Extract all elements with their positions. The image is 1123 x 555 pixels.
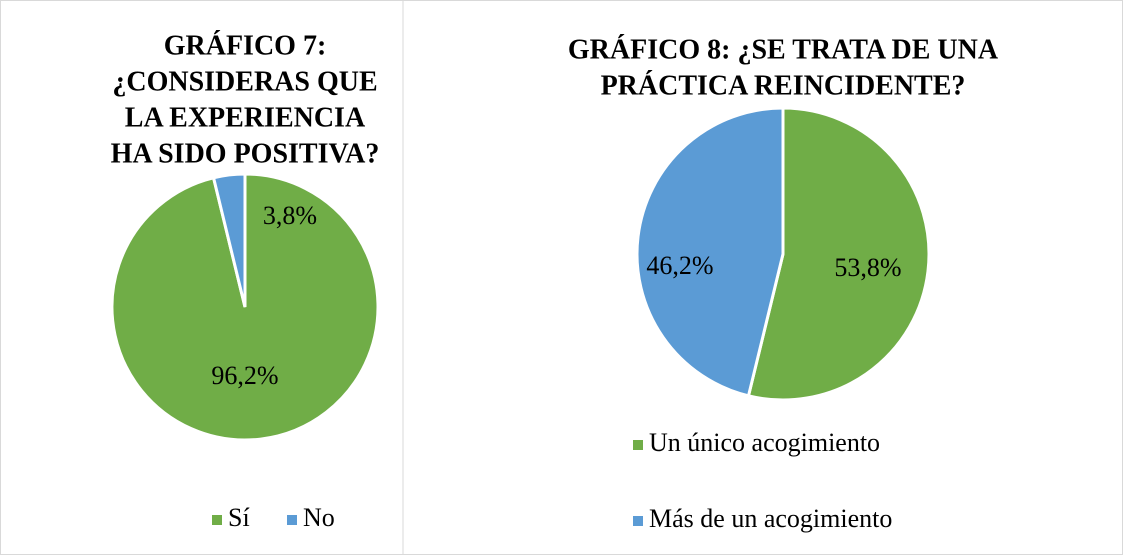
legend-swatch [633, 440, 643, 450]
chart-title: HA SIDO POSITIVA? [111, 138, 380, 169]
legend-label: Un único acogimiento [649, 428, 880, 457]
legend-swatch [287, 515, 297, 525]
pie-slice [635, 106, 785, 398]
legend-label: No [303, 503, 335, 532]
data-label: 53,8% [834, 253, 901, 282]
chart-title: LA EXPERIENCIA [125, 102, 366, 133]
chart-title: PRÁCTICA REINCIDENTE? [601, 70, 966, 101]
data-label: 3,8% [263, 201, 317, 230]
chart-title: GRÁFICO 8: ¿SE TRATA DE UNA [568, 34, 999, 65]
pie-slice [746, 106, 931, 402]
legend-swatch [212, 515, 222, 525]
legend-swatch [633, 516, 643, 526]
legend-label: Sí [228, 503, 250, 532]
chart-title: GRÁFICO 7: [164, 30, 327, 61]
pie-slice [211, 172, 247, 308]
data-label: 96,2% [211, 361, 278, 390]
legend-label: Más de un acogimiento [649, 504, 892, 533]
chart-title: ¿CONSIDERAS QUE [112, 66, 377, 97]
data-label: 46,2% [646, 251, 713, 280]
